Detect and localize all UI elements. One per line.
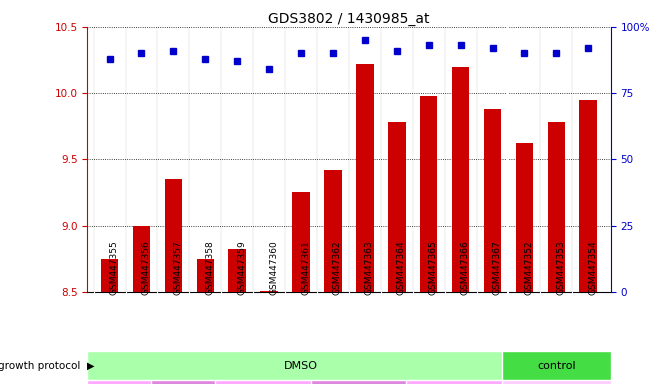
Text: GSM447365: GSM447365 [429,240,437,295]
Bar [548,122,565,292]
Bar [101,259,118,292]
Text: GSM447367: GSM447367 [493,240,501,295]
FancyBboxPatch shape [215,380,323,384]
Text: GSM447363: GSM447363 [365,240,374,295]
Text: GSM447356: GSM447356 [142,240,150,295]
Text: GSM447357: GSM447357 [173,240,183,295]
Text: GSM447354: GSM447354 [588,240,597,295]
Bar [420,96,437,292]
Bar [388,122,405,292]
Bar [516,144,533,292]
Text: GSM447364: GSM447364 [397,240,406,295]
FancyBboxPatch shape [87,351,515,380]
Bar [293,192,310,292]
Title: GDS3802 / 1430985_at: GDS3802 / 1430985_at [268,12,429,26]
Bar [452,67,470,292]
Text: DMSO: DMSO [284,361,318,371]
Text: GSM447358: GSM447358 [205,240,214,295]
Bar [260,291,278,292]
FancyBboxPatch shape [502,380,611,384]
Text: growth protocol: growth protocol [0,361,81,371]
Bar [133,225,150,292]
Text: GSM447366: GSM447366 [460,240,470,295]
Text: GSM447361: GSM447361 [301,240,310,295]
Text: ▶: ▶ [87,361,94,371]
FancyBboxPatch shape [311,380,419,384]
Text: GSM447353: GSM447353 [556,240,566,295]
Text: GSM447362: GSM447362 [333,240,342,295]
FancyBboxPatch shape [87,380,164,384]
FancyBboxPatch shape [407,380,515,384]
Bar [164,179,182,292]
Text: GSM447355: GSM447355 [109,240,119,295]
Bar [356,64,374,292]
Bar [484,109,501,292]
Bar [580,100,597,292]
FancyBboxPatch shape [151,380,227,384]
Text: control: control [537,361,576,371]
Text: GSM447352: GSM447352 [525,240,533,295]
Bar [197,259,214,292]
Text: GSM447359: GSM447359 [238,240,246,295]
FancyBboxPatch shape [502,351,611,380]
Bar [324,170,342,292]
Bar [228,250,246,292]
Text: GSM447360: GSM447360 [269,240,278,295]
